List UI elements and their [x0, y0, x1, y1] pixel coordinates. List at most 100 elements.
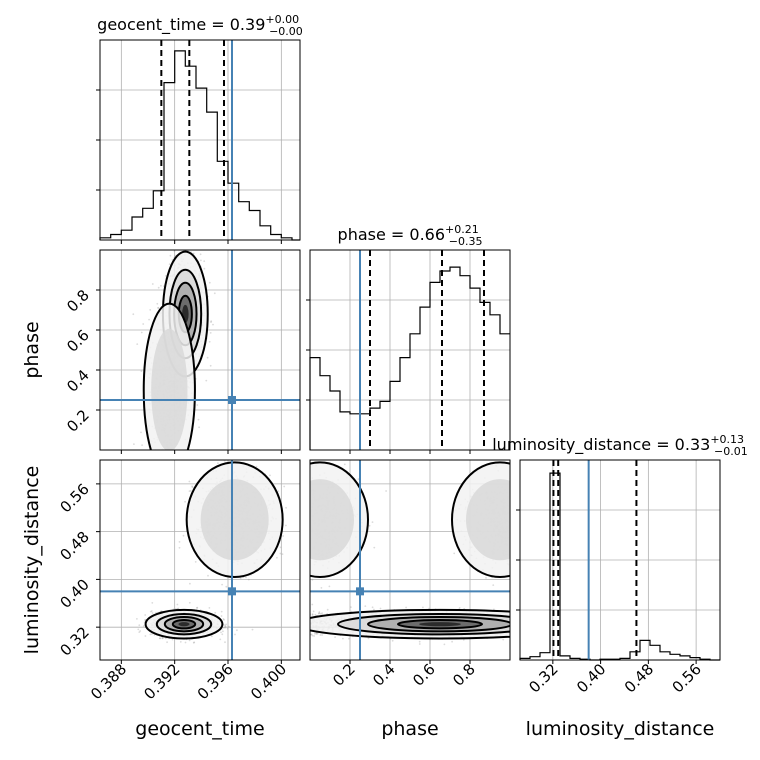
panel-geocent_time-vs-phase-sample-367	[180, 228, 182, 230]
panel-geocent_time-vs-phase-sample-175	[151, 283, 154, 285]
panel-phase-vs-luminosity_distance-sample-122	[334, 636, 336, 638]
panel-geocent_time-vs-phase-sample-1523	[153, 456, 155, 458]
panel-geocent_time-vs-luminosity_distance-sample-546	[184, 641, 187, 644]
panel-geocent_time-vs-phase-sample-683	[157, 307, 160, 309]
panel-geocent_time-vs-phase-sample-196	[209, 364, 212, 367]
panel-geocent_time-vs-luminosity_distance-sample-670	[136, 618, 138, 620]
panel-geocent_time-vs-phase-content	[132, 228, 216, 488]
panel-geocent_time-vs-luminosity_distance-sample-433	[149, 610, 152, 613]
hist-geocent_time-steps	[99, 50, 300, 241]
panel-geocent_time-vs-phase-sample-1474	[170, 473, 172, 475]
panel-geocent_time-vs-phase-sample-1845	[158, 467, 160, 469]
panel-geocent_time-vs-luminosity_distance-sample-646	[193, 641, 196, 644]
panel-geocent_time-vs-luminosity_distance-sample-1440	[178, 541, 181, 543]
panel-geocent_time-vs-phase-density-1-1	[151, 328, 188, 450]
panel-geocent_time-vs-luminosity_distance-sample-1262	[226, 627, 229, 630]
panel-geocent_time-vs-phase-sample-538	[213, 292, 216, 295]
panel-geocent_time-vs-phase-sample-531	[206, 356, 209, 359]
panel-geocent_time-vs-luminosity_distance-sample-1572	[191, 486, 194, 489]
panel-geocent_time-vs-luminosity_distance-sample-889	[171, 638, 174, 641]
panel-geocent_time-vs-phase-sample-978	[208, 281, 211, 284]
panel-geocent_time-vs-luminosity_distance-sample-1486	[236, 457, 238, 459]
panel-geocent_time-vs-luminosity_distance-sample-176	[222, 626, 225, 629]
panel-phase-vs-luminosity_distance-content	[310, 461, 510, 646]
panel-geocent_time-vs-luminosity_distance-sample-1250	[144, 635, 147, 637]
panel-geocent_time-vs-luminosity_distance-sample-1804	[189, 490, 192, 492]
panel-geocent_time-vs-luminosity_distance-sample-1947	[217, 462, 219, 465]
title-luminosity_distance: luminosity_distance = 0.33+0.13 −0.01	[492, 433, 748, 458]
panel-geocent_time-vs-phase-sample-571	[203, 260, 206, 263]
panel-phase-vs-luminosity_distance-sample-312	[379, 607, 382, 610]
panel-geocent_time-vs-luminosity_distance-sample-781	[192, 641, 195, 644]
panel-phase-vs-luminosity_distance-sample-964	[311, 603, 314, 606]
panel-geocent_time-vs-luminosity_distance-sample-1663	[285, 506, 287, 509]
panel-phase-vs-luminosity_distance-sample-28	[451, 640, 453, 643]
panel-geocent_time-vs-luminosity_distance-sample-114	[208, 607, 211, 609]
panel-geocent_time-vs-phase-sample-244	[157, 306, 160, 309]
panel-geocent_time-vs-luminosity_distance-contour-0-1	[155, 613, 213, 636]
panel-geocent_time-vs-phase-sample-1855	[197, 418, 200, 421]
hist-luminosity_distance	[516, 459, 721, 661]
panel-geocent_time-vs-phase-sample-1077	[149, 309, 152, 311]
panel-geocent_time-vs-luminosity_distance-sample-1859	[221, 583, 224, 586]
panel-geocent_time-vs-luminosity_distance-sample-899	[196, 607, 198, 609]
panel-phase-vs-luminosity_distance-sample-877	[313, 635, 315, 637]
panel-geocent_time-vs-phase-sample-1498	[160, 451, 162, 453]
title-geocent_time: geocent_time = 0.39+0.00 −0.00	[97, 13, 303, 38]
panel-geocent_time-vs-luminosity_distance-sample-1123	[211, 635, 213, 638]
panel-geocent_time-vs-phase-sample-1881	[168, 452, 170, 454]
panel-geocent_time-vs-luminosity_distance-sample-1197	[149, 633, 152, 636]
panel-geocent_time-vs-luminosity_distance-sample-285	[179, 641, 182, 643]
panel-geocent_time-vs-luminosity_distance-sample-1513	[237, 453, 239, 455]
panel-geocent_time-vs-phase-sample-1687	[140, 370, 143, 372]
hist-geocent_time	[96, 39, 301, 241]
panel-geocent_time-vs-phase-sample-1223	[195, 246, 197, 248]
panel-phase-vs-luminosity_distance-sample-621	[458, 607, 461, 609]
panel-geocent_time-vs-phase-sample-1715	[181, 457, 183, 459]
panel-geocent_time-vs-phase-sample-922	[200, 259, 202, 262]
panel-phase-vs-luminosity_distance-sample-340	[502, 638, 505, 641]
panel-geocent_time-vs-luminosity_distance-sample-1895	[247, 578, 250, 581]
panel-geocent_time-vs-phase-sample-1437	[188, 455, 190, 457]
panel-geocent_time-vs-luminosity_distance-contour-1-0	[185, 461, 284, 579]
panel-geocent_time-vs-luminosity_distance-sample-211	[151, 602, 154, 604]
panel-phase-vs-luminosity_distance-sample-331	[321, 634, 323, 636]
panel-geocent_time-vs-phase-sample-1633	[167, 453, 169, 455]
panel-geocent_time-vs-phase-sample-1010	[169, 254, 172, 257]
panel-geocent_time-vs-luminosity_distance-sample-455	[151, 612, 154, 614]
panel-geocent_time-vs-luminosity_distance-sample-1576	[279, 546, 282, 549]
panel-geocent_time-vs-phase-sample-1761	[148, 318, 151, 321]
panel-geocent_time-vs-luminosity_distance-sample-1512	[285, 524, 287, 527]
panel-geocent_time-vs-phase-sample-1724	[183, 452, 185, 454]
panel-phase-vs-luminosity_distance-sample-402	[418, 643, 421, 645]
panel-geocent_time-vs-luminosity_distance-sample-1547	[188, 490, 191, 492]
title-sup-geocent_time: +0.00	[265, 13, 299, 26]
panel-phase-vs-luminosity_distance-sample-453	[462, 638, 465, 641]
panel-geocent_time-vs-luminosity_distance-sample-1679	[191, 485, 194, 488]
panel-geocent_time-vs-luminosity_distance-sample-1771	[182, 534, 185, 537]
panel-geocent_time-vs-luminosity_distance-sample-380	[188, 601, 191, 604]
panel-geocent_time-vs-luminosity_distance-sample-452	[221, 633, 224, 636]
panel-geocent_time-vs-phase-sample-1636	[133, 443, 135, 445]
panel-geocent_time-vs-phase-sample-237	[203, 267, 206, 270]
panel-geocent_time-vs-phase-sample-1884	[162, 486, 164, 488]
panel-geocent_time-vs-luminosity_distance-sample-1341	[224, 641, 226, 644]
panel-geocent_time-vs-phase-sample-1480	[186, 466, 188, 468]
panel-geocent_time-vs-luminosity_distance-sample-1658	[282, 535, 284, 537]
panel-geocent_time-vs-luminosity_distance	[99, 453, 301, 661]
panel-geocent_time-vs-luminosity_distance-sample-1478	[225, 585, 228, 588]
panel-geocent_time-vs-phase-sample-872	[165, 275, 167, 277]
panel-geocent_time-vs-phase-sample-1628	[183, 457, 185, 459]
panel-geocent_time-vs-luminosity_distance-sample-57	[225, 623, 228, 626]
panel-phase-vs-luminosity_distance-sample-269	[350, 606, 352, 608]
panel-geocent_time-vs-phase-sample-1756	[172, 481, 174, 483]
panel-phase-vs-luminosity_distance-sample-80	[311, 634, 314, 637]
panel-geocent_time-vs-phase-contour-1-0	[142, 302, 196, 450]
panel-geocent_time-vs-luminosity_distance-sample-1424	[184, 500, 187, 503]
panel-geocent_time-vs-phase-sample-1574	[140, 331, 143, 334]
panel-geocent_time-vs-phase-sample-1322	[212, 323, 214, 326]
panel-geocent_time-vs-phase-sample-791	[168, 263, 171, 265]
panel-geocent_time-vs-luminosity_distance-sample-836	[137, 628, 140, 631]
panel-geocent_time-vs-phase-sample-1546	[196, 404, 199, 406]
